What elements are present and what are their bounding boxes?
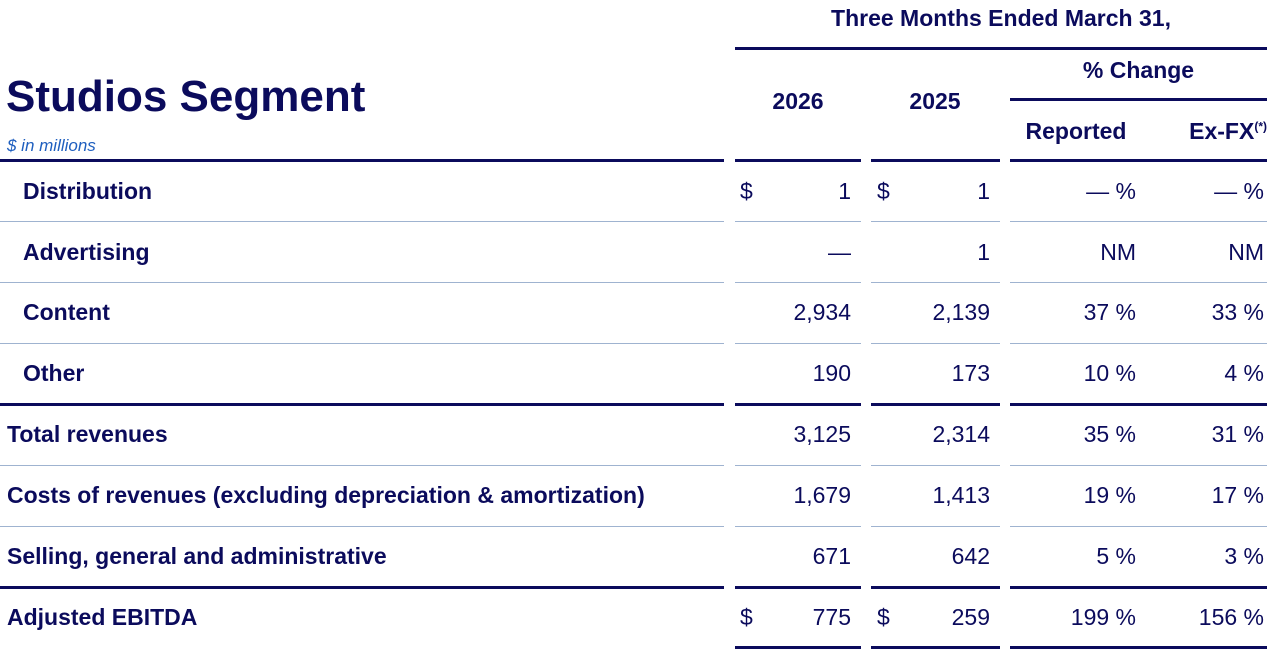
pct-change-header: % Change xyxy=(1082,57,1195,83)
cell-reported: 199 % xyxy=(1070,604,1136,630)
subtotal-rule xyxy=(1010,586,1267,589)
row-label-advertising: Advertising xyxy=(23,239,150,265)
row-divider xyxy=(735,343,861,344)
row-divider xyxy=(0,526,724,527)
period-header: Three Months Ended March 31, xyxy=(831,5,1171,31)
cell-reported: 5 % xyxy=(1096,543,1136,569)
exfx-header: Ex-FX(*) xyxy=(1189,118,1267,144)
row-divider xyxy=(735,526,861,527)
row-divider xyxy=(1010,465,1267,466)
reported-header: Reported xyxy=(1025,118,1127,144)
pct-change-rule xyxy=(1010,98,1267,101)
cell-2025: 1,413 xyxy=(932,482,990,508)
cell-exfx: 156 % xyxy=(1198,604,1264,630)
cell-reported: 37 % xyxy=(1083,299,1136,325)
cell-2026: 1,679 xyxy=(793,482,851,508)
header-rule-2025 xyxy=(871,159,1000,162)
cell-2025: 642 xyxy=(951,543,990,569)
cell-2025: 2,139 xyxy=(932,299,990,325)
cell-2025: 1 xyxy=(977,178,990,204)
row-divider xyxy=(0,343,724,344)
column-header-2026: 2026 xyxy=(772,88,824,114)
row-label-total-revenues: Total revenues xyxy=(7,421,168,447)
row-divider xyxy=(1010,282,1267,283)
row-divider xyxy=(871,465,1000,466)
dollar-sign: $ xyxy=(877,604,890,630)
subtotal-rule xyxy=(871,403,1000,406)
total-rule xyxy=(735,646,861,649)
cell-2025: 259 xyxy=(951,604,990,630)
subtotal-rule xyxy=(871,586,1000,589)
cell-2025: 2,314 xyxy=(932,421,990,447)
row-divider xyxy=(0,221,724,222)
row-label-costs-of-revenues: Costs of revenues (excluding depreciatio… xyxy=(7,482,645,508)
row-label-distribution: Distribution xyxy=(23,178,153,204)
total-rule xyxy=(871,646,1000,649)
cell-reported: 35 % xyxy=(1083,421,1136,447)
cell-reported: NM xyxy=(1100,239,1136,265)
dollar-sign: $ xyxy=(740,604,753,630)
cell-exfx: — % xyxy=(1214,178,1264,204)
cell-exfx: 4 % xyxy=(1224,360,1264,386)
dollar-sign: $ xyxy=(740,178,753,204)
cell-reported: 10 % xyxy=(1083,360,1136,386)
row-divider xyxy=(735,282,861,283)
column-header-2025: 2025 xyxy=(909,88,961,114)
row-divider xyxy=(1010,526,1267,527)
row-divider xyxy=(1010,343,1267,344)
dollar-sign: $ xyxy=(877,178,890,204)
row-divider xyxy=(871,282,1000,283)
cell-reported: — % xyxy=(1086,178,1136,204)
cell-exfx: NM xyxy=(1228,239,1264,265)
header-rule-pct xyxy=(1010,159,1267,162)
cell-2025: 1 xyxy=(977,239,990,265)
cell-2026: 1 xyxy=(838,178,851,204)
row-divider xyxy=(0,282,724,283)
row-divider xyxy=(871,526,1000,527)
subtotal-rule xyxy=(735,586,861,589)
cell-2026: 190 xyxy=(812,360,851,386)
row-label-adjusted-ebitda: Adjusted EBITDA xyxy=(7,604,198,630)
subtotal-rule xyxy=(735,403,861,406)
cell-2026: 2,934 xyxy=(793,299,851,325)
cell-exfx: 31 % xyxy=(1211,421,1264,447)
header-rule-2026 xyxy=(735,159,861,162)
page-title: Studios Segment xyxy=(6,72,366,121)
subtotal-rule xyxy=(1010,403,1267,406)
cell-2026: 775 xyxy=(812,604,851,630)
row-divider xyxy=(0,465,724,466)
cell-2026: 671 xyxy=(812,543,851,569)
total-rule xyxy=(1010,646,1267,649)
cell-2025: 173 xyxy=(951,360,990,386)
period-rule xyxy=(735,47,1267,50)
row-label-sga: Selling, general and administrative xyxy=(7,543,387,569)
cell-reported: 19 % xyxy=(1083,482,1136,508)
row-divider xyxy=(735,221,861,222)
header-rule-label xyxy=(0,159,724,162)
row-divider xyxy=(735,465,861,466)
row-divider xyxy=(1010,221,1267,222)
row-label-other: Other xyxy=(23,360,85,386)
row-divider xyxy=(871,343,1000,344)
units-subtitle: $ in millions xyxy=(7,136,96,155)
cell-2026: — xyxy=(828,239,851,265)
row-label-content: Content xyxy=(23,299,110,325)
subtotal-rule xyxy=(0,403,724,406)
cell-exfx: 33 % xyxy=(1211,299,1264,325)
subtotal-rule xyxy=(0,586,724,589)
cell-exfx: 17 % xyxy=(1211,482,1264,508)
cell-2026: 3,125 xyxy=(793,421,851,447)
cell-exfx: 3 % xyxy=(1224,543,1264,569)
row-divider xyxy=(871,221,1000,222)
